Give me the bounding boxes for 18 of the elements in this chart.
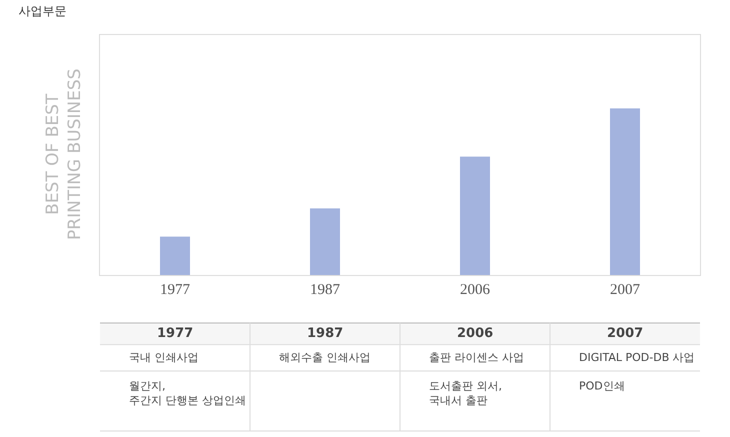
bar — [460, 156, 490, 275]
category-label: 1987 — [307, 326, 344, 341]
bar — [160, 236, 190, 275]
text: DIGITAL POD-DB 사업 POD인쇄 — [579, 351, 695, 393]
category-label: 1977 — [157, 326, 194, 341]
bar — [310, 208, 340, 275]
text: 국내 인쇄사업 월간지, 주간지 단행본 상업인쇄 — [129, 351, 246, 407]
bar — [610, 108, 640, 275]
x-tick-label: 2007 — [610, 282, 640, 298]
text: 출판 라이센스 사업 도서출판 외서, 국내서 출판 — [429, 351, 524, 407]
chart-title: 사업부문 — [18, 4, 66, 18]
text: 해외수출 인쇄사업 — [279, 351, 370, 364]
category-label: 2007 — [607, 326, 644, 341]
category-label: 2006 — [457, 326, 494, 341]
x-tick-label: 1977 — [160, 282, 190, 298]
x-tick-label: 1987 — [310, 282, 340, 298]
y-axis-title: BEST OF BEST PRINTING BUSINESS — [43, 68, 86, 240]
x-tick-label: 2006 — [460, 282, 490, 298]
